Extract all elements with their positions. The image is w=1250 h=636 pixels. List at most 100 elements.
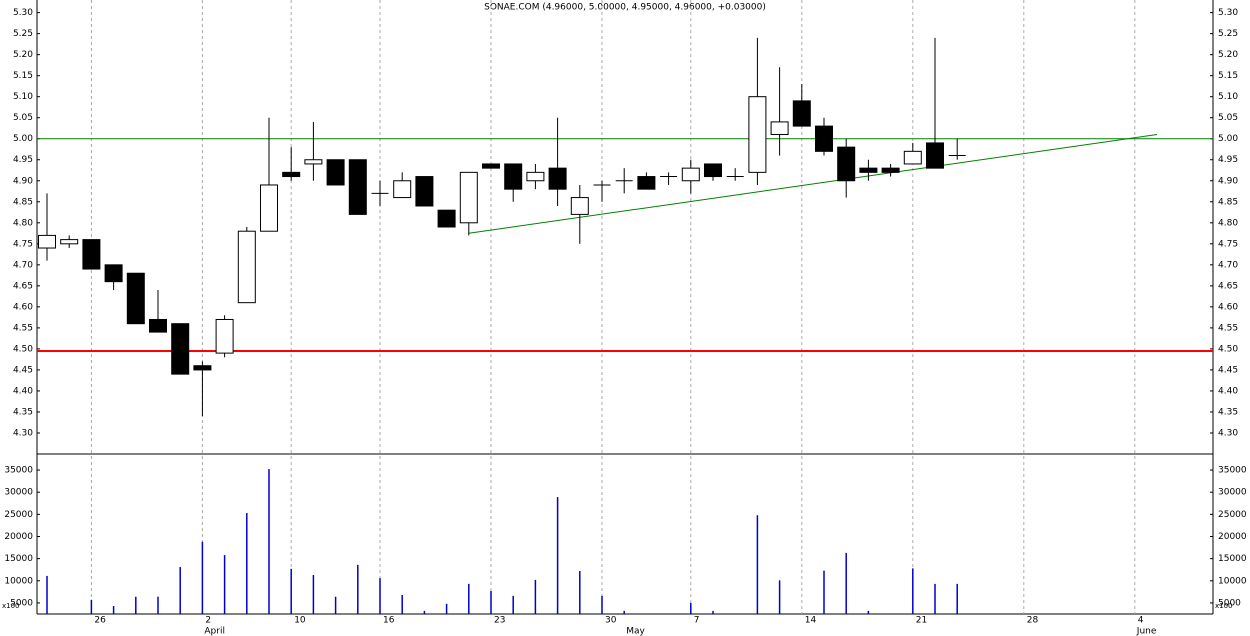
y-tick-label: 4.85 — [1218, 197, 1238, 207]
y-tick-label: 4.80 — [1218, 218, 1238, 228]
y-tick-label: 5.10 — [1218, 92, 1238, 102]
x-tick-label: 28 — [1027, 616, 1039, 626]
x-tick-label: 23 — [494, 616, 505, 626]
volume-tick-label: 25000 — [4, 510, 33, 520]
y-tick-label: 4.90 — [1218, 176, 1238, 186]
candle-body — [482, 163, 500, 169]
y-tick-label: 4.65 — [13, 281, 33, 291]
y-tick-label: 4.70 — [1218, 260, 1238, 270]
candle-body — [82, 239, 101, 270]
candle-body — [193, 365, 212, 371]
volume-tick-label: 35000 — [4, 466, 33, 476]
candle-body — [748, 96, 767, 173]
candle-body — [38, 234, 56, 249]
volume-tick-label: 15000 — [4, 554, 33, 564]
y-tick-label: 4.80 — [13, 218, 33, 228]
candle-body — [348, 159, 367, 215]
y-tick-label: 4.50 — [13, 344, 33, 354]
candle-body — [104, 264, 123, 283]
volume-tick-label: 10000 — [1218, 576, 1247, 586]
y-tick-label: 4.60 — [1218, 302, 1238, 312]
month-label: April — [204, 627, 225, 636]
y-tick-label: 4.65 — [1218, 281, 1238, 291]
x-tick-label: 26 — [94, 616, 106, 626]
y-tick-label: 4.60 — [13, 302, 33, 312]
y-tick-label: 4.45 — [1218, 365, 1238, 375]
volume-tick-label: 10000 — [4, 576, 33, 586]
candle-body — [393, 180, 412, 199]
candle-body — [926, 142, 944, 169]
y-tick-label: 4.75 — [1218, 239, 1238, 249]
y-tick-label: 4.85 — [13, 197, 33, 207]
y-tick-label: 4.30 — [13, 428, 33, 438]
y-tick-label: 4.70 — [13, 260, 33, 270]
x-tick-label: 10 — [294, 616, 306, 626]
candle-body — [837, 146, 856, 182]
candle-body — [171, 323, 190, 375]
candle-body — [792, 100, 811, 127]
candle-body — [304, 159, 323, 165]
y-tick-label: 4.95 — [1218, 155, 1238, 165]
x-tick-label: 30 — [605, 616, 617, 626]
x-tick-label: 16 — [383, 616, 395, 626]
y-tick-label: 5.05 — [13, 113, 33, 123]
candle-body — [237, 230, 256, 304]
x-tick-label: 14 — [805, 616, 817, 626]
y-tick-label: 5.30 — [13, 8, 33, 18]
candle-body — [149, 318, 167, 333]
volume-tick-label: 25000 — [1218, 510, 1247, 520]
candle-body — [526, 171, 545, 182]
x-tick-label: 21 — [916, 616, 927, 626]
candle-body — [815, 125, 833, 152]
volume-tick-label: 15000 — [1218, 554, 1247, 564]
candle-body — [415, 176, 434, 207]
y-tick-label: 4.35 — [13, 407, 33, 417]
x-tick-label: 4 — [1138, 616, 1144, 626]
y-tick-label: 4.75 — [13, 239, 33, 249]
volume-tick-label: 20000 — [4, 532, 33, 542]
y-tick-label: 4.45 — [13, 365, 33, 375]
candle-body — [570, 197, 589, 215]
y-tick-label: 5.00 — [1218, 134, 1238, 144]
trendline — [468, 134, 1158, 234]
candle-body — [326, 159, 345, 186]
candle-body — [215, 318, 234, 354]
y-tick-label: 4.55 — [1218, 323, 1238, 333]
month-label: June — [1136, 627, 1157, 636]
candle-body — [437, 209, 456, 228]
y-tick-label: 4.50 — [1218, 344, 1238, 354]
candle-body — [681, 167, 700, 182]
y-tick-label: 5.15 — [13, 71, 33, 81]
y-tick-label: 4.40 — [13, 386, 33, 396]
volume-tick-label: 30000 — [4, 488, 33, 498]
volume-tick-label: 20000 — [1218, 532, 1247, 542]
x-tick-label: 7 — [694, 616, 700, 626]
volume-tick-label: 35000 — [1218, 466, 1247, 476]
candle-body — [770, 121, 789, 136]
y-tick-label: 4.95 — [13, 155, 33, 165]
y-tick-label: 5.05 — [1218, 113, 1238, 123]
candle-body — [60, 239, 79, 245]
y-tick-label: 5.20 — [13, 50, 33, 60]
x-tick-label: 2 — [205, 616, 211, 626]
y-tick-label: 4.30 — [1218, 428, 1238, 438]
candle-body — [126, 272, 145, 325]
candle-body — [881, 167, 900, 173]
y-tick-label: 4.55 — [13, 323, 33, 333]
candle-body — [704, 163, 722, 178]
volume-tick-label: 30000 — [1218, 488, 1247, 498]
candle-body — [859, 167, 878, 173]
y-tick-label: 5.25 — [1218, 29, 1238, 39]
month-label: May — [626, 627, 645, 636]
candle-body — [459, 171, 478, 224]
volume-tick-label: 5000 — [10, 598, 33, 608]
y-tick-label: 5.30 — [1218, 8, 1238, 18]
y-tick-label: 5.20 — [1218, 50, 1238, 60]
candle-body — [282, 171, 301, 178]
y-tick-label: 5.10 — [13, 92, 33, 102]
candle-body — [504, 163, 523, 190]
y-tick-label: 4.40 — [1218, 386, 1238, 396]
candle-body — [548, 167, 567, 190]
